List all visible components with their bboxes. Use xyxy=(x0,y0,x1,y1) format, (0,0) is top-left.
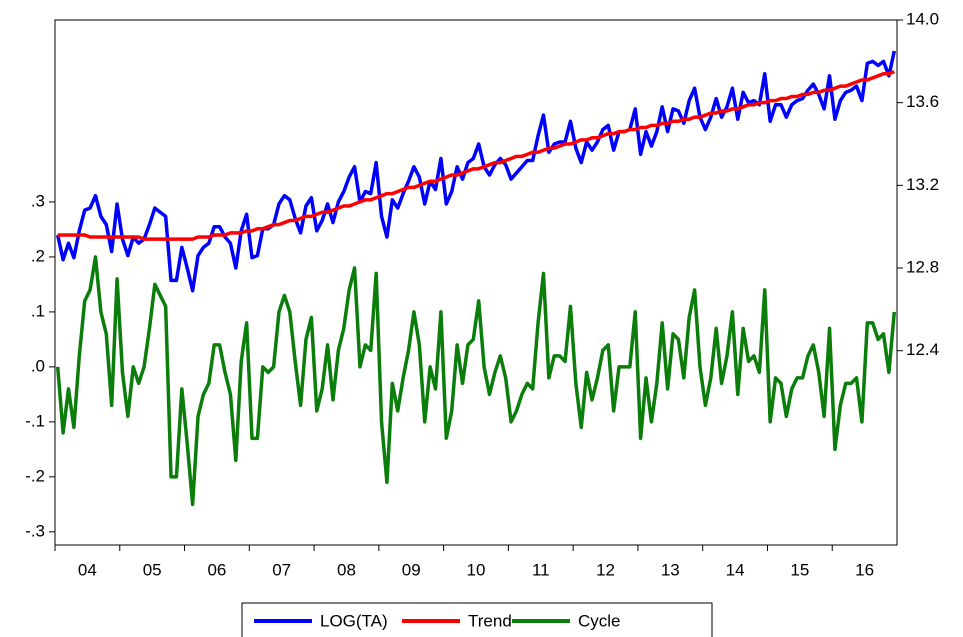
x-tick-label: 04 xyxy=(78,560,97,579)
y2-tick-label: 13.2 xyxy=(906,175,939,194)
y-tick-label: -.2 xyxy=(25,466,45,485)
plot-frame xyxy=(54,19,898,546)
y2-tick-label: 12.4 xyxy=(906,340,939,359)
x-tick-label: 06 xyxy=(207,560,226,579)
series-line xyxy=(57,70,895,241)
x-tick-label: 11 xyxy=(532,560,550,579)
series-line xyxy=(55,255,897,507)
series-line xyxy=(55,50,897,293)
x-tick-label: 14 xyxy=(726,560,745,579)
x-tick-label: 09 xyxy=(402,560,421,579)
y-tick-label: .3 xyxy=(31,191,45,210)
x-tick-label: 15 xyxy=(790,560,809,579)
y2-tick-label: 13.6 xyxy=(906,92,939,111)
y-tick-label: -.3 xyxy=(25,521,45,540)
y-tick-label: .2 xyxy=(31,246,45,265)
y-tick-label: -.1 xyxy=(25,411,45,430)
x-tick-label: 05 xyxy=(143,560,162,579)
y-tick-label: .0 xyxy=(31,356,45,375)
legend-label: Trend xyxy=(468,611,512,630)
y2-tick-label: 12.8 xyxy=(906,258,939,277)
legend-label: Cycle xyxy=(578,611,621,630)
x-tick-label: 13 xyxy=(661,560,680,579)
x-tick-label: 16 xyxy=(855,560,874,579)
y-tick-label: .1 xyxy=(31,301,45,320)
x-tick-label: 12 xyxy=(596,560,615,579)
y2-tick-label: 14.0 xyxy=(906,9,939,28)
x-tick-label: 10 xyxy=(467,560,486,579)
legend-box xyxy=(241,602,713,637)
legend-label: LOG(TA) xyxy=(320,611,388,630)
x-tick-label: 07 xyxy=(272,560,291,579)
x-tick-label: 08 xyxy=(337,560,356,579)
